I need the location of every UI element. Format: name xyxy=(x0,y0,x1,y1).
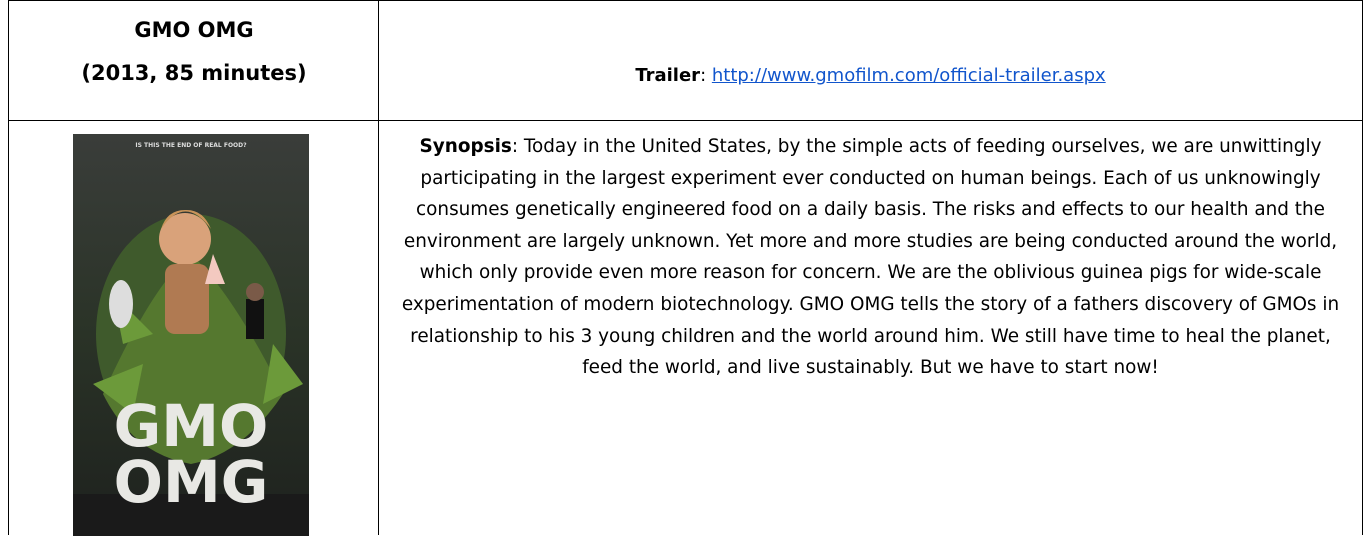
separator: : xyxy=(700,65,712,86)
synopsis: Synopsis: Today in the United States, by… xyxy=(389,131,1352,384)
trailer-link[interactable]: http://www.gmofilm.com/official-trailer.… xyxy=(712,65,1106,86)
poster-cell: IS THIS THE END OF REAL FOOD? GMO OMG xyxy=(8,120,379,535)
synopsis-cell: Synopsis: Today in the United States, by… xyxy=(378,120,1363,535)
poster-tagline: IS THIS THE END OF REAL FOOD? xyxy=(135,142,247,149)
title-cell: GMO OMG (2013, 85 minutes) xyxy=(8,0,379,121)
trailer-label: Trailer xyxy=(635,65,700,86)
poster: IS THIS THE END OF REAL FOOD? GMO OMG xyxy=(73,134,309,536)
poster-title: OMG xyxy=(114,448,269,516)
page: GMO OMG (2013, 85 minutes) Trailer: http… xyxy=(0,0,1372,535)
film-title: GMO OMG xyxy=(9,18,379,42)
synopsis-label: Synopsis xyxy=(420,136,512,157)
synopsis-text: : Today in the United States, by the sim… xyxy=(402,136,1339,378)
film-details: (2013, 85 minutes) xyxy=(9,61,379,85)
trailer: Trailer: http://www.gmofilm.com/official… xyxy=(379,65,1362,86)
row-border xyxy=(8,120,1363,121)
trailer-cell: Trailer: http://www.gmofilm.com/official… xyxy=(378,0,1363,121)
